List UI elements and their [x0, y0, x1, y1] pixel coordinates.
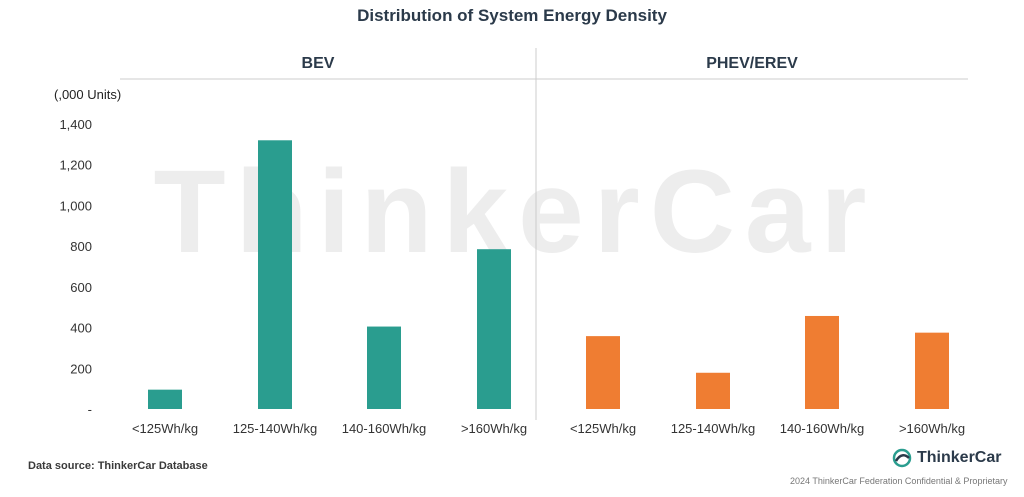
x-tick-label: <125Wh/kg: [132, 421, 198, 436]
x-tick-label: >160Wh/kg: [461, 421, 527, 436]
chart-title: Distribution of System Energy Density: [357, 6, 667, 25]
y-tick-label: 800: [70, 239, 92, 254]
panel-title-bev: BEV: [301, 55, 335, 72]
bar-phev-2: [805, 315, 839, 409]
data-source-note: Data source: ThinkerCar Database: [28, 460, 208, 472]
bar-phev-0: [586, 336, 620, 409]
y-tick-label: -: [88, 402, 92, 417]
bars-group: [148, 140, 949, 410]
y-tick-label: 1,400: [59, 117, 92, 132]
logo-swirl-icon: [892, 448, 912, 468]
y-axis-ticks: - 200 400 600 800 1,000 1,200 1,400: [59, 117, 92, 417]
bar-bev-3: [477, 249, 511, 409]
bar-bev-1: [258, 140, 292, 410]
y-tick-label: 200: [70, 361, 92, 376]
y-tick-label: 400: [70, 321, 92, 336]
y-tick-label: 600: [70, 280, 92, 295]
y-tick-label: 1,200: [59, 158, 92, 173]
y-axis-unit-label: (,000 Units): [54, 87, 122, 102]
brand-logo: ThinkerCar: [892, 448, 1001, 468]
x-tick-label: 140-160Wh/kg: [342, 421, 427, 436]
confidential-note: 2024 ThinkerCar Federation Confidential …: [790, 476, 1008, 486]
x-tick-label: >160Wh/kg: [899, 421, 965, 436]
x-tick-label: 125-140Wh/kg: [671, 421, 756, 436]
x-tick-label: 140-160Wh/kg: [780, 421, 865, 436]
x-tick-label: 125-140Wh/kg: [233, 421, 318, 436]
bar-phev-1: [696, 372, 730, 409]
x-axis-ticks: <125Wh/kg 125-140Wh/kg 140-160Wh/kg >160Wh/…: [132, 421, 965, 436]
x-tick-label: <125Wh/kg: [570, 421, 636, 436]
logo-text: ThinkerCar: [917, 449, 1002, 466]
y-tick-label: 1,000: [59, 198, 92, 213]
bar-phev-3: [915, 332, 949, 409]
bar-bev-0: [148, 389, 182, 409]
bar-bev-2: [367, 326, 401, 409]
panel-title-phev: PHEV/EREV: [706, 55, 798, 72]
